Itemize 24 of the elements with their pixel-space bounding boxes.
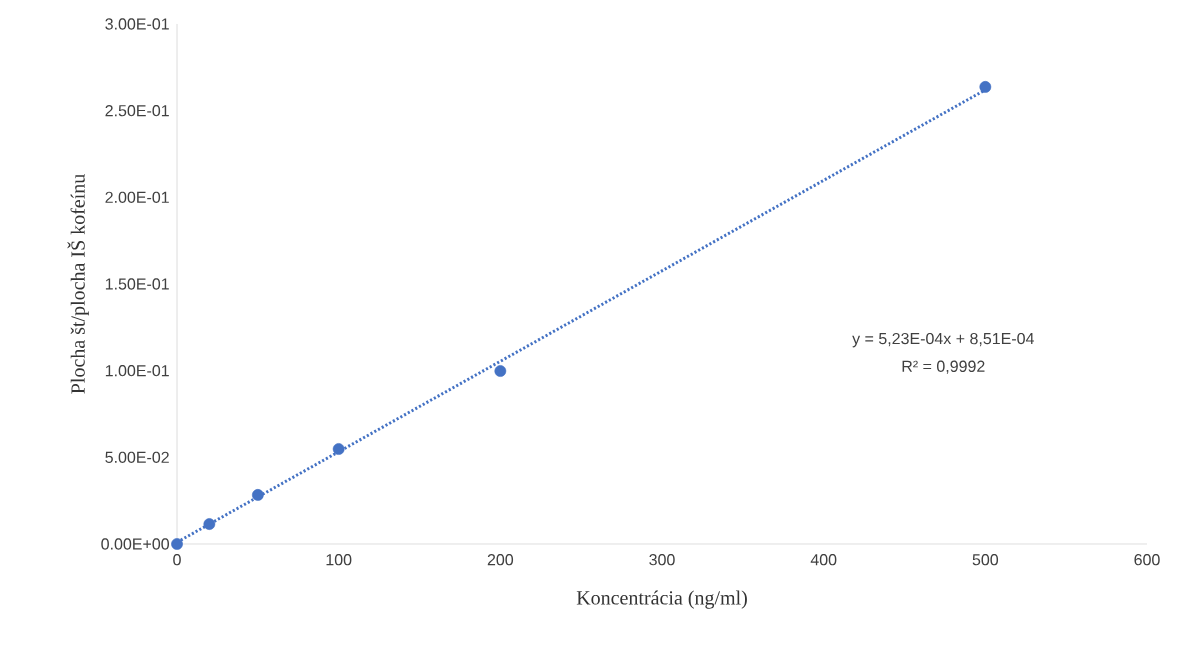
point xyxy=(979,81,992,93)
x-tick-label: 500 xyxy=(972,554,999,566)
y-tick-label: 1.00E-01 xyxy=(105,365,169,377)
y-tick-label: 2.50E-01 xyxy=(105,105,169,117)
x-tick-label: 400 xyxy=(810,554,837,566)
x-tick-label: 300 xyxy=(649,554,675,566)
y-axis-title: Plocha št/plocha IŠ kofeínu xyxy=(67,174,89,394)
point xyxy=(203,518,216,530)
point xyxy=(332,443,345,455)
y-tick-label: 3.00E-01 xyxy=(105,18,169,30)
annotation: R² = 0,9992 xyxy=(902,360,985,374)
y-tick-label: 5.00E-02 xyxy=(105,451,169,463)
x-tick-label: 600 xyxy=(1134,554,1160,566)
point xyxy=(171,538,183,550)
y-tick-label: 2.00E-01 xyxy=(105,191,169,203)
x-tick-label: 200 xyxy=(487,554,514,566)
annotation: y = 5,23E-04x + 8,51E-04 xyxy=(852,332,1034,348)
point xyxy=(494,365,507,377)
point xyxy=(251,489,264,501)
y-tick-label: 0.00E+00 xyxy=(101,538,170,550)
x-tick-label: 100 xyxy=(326,554,352,566)
y-tick-label: 1.50E-01 xyxy=(105,278,169,290)
x-axis-title: Koncentrácia (ng/ml) xyxy=(576,590,747,609)
x-tick-label: 0 xyxy=(173,554,181,566)
